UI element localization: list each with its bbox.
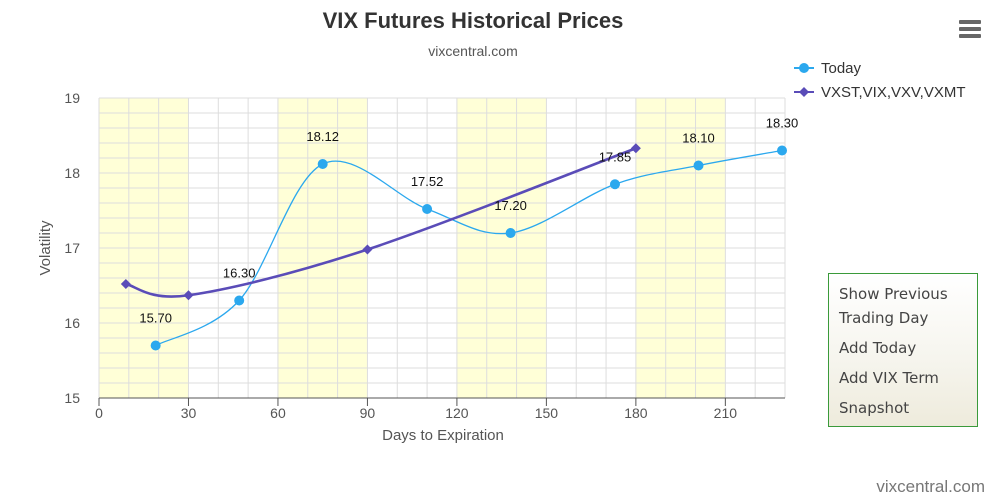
data-point[interactable] [777,145,788,156]
y-tick-label: 18 [64,165,80,181]
x-axis-title: Days to Expiration [382,427,504,444]
data-point[interactable] [120,279,131,289]
x-tick-label: 30 [181,405,197,421]
x-tick-label: 180 [624,405,648,421]
data-point[interactable] [693,160,704,171]
data-point[interactable] [505,228,516,238]
data-label: 17.52 [411,174,444,189]
data-point[interactable] [150,340,161,351]
menu-item-snapshot[interactable]: Snapshot [839,399,910,417]
context-menu: Show Previous Trading Day Add Today Add … [828,273,978,427]
hamburger-menu-icon[interactable] [955,16,985,42]
menu-item-label-line1: Show Previous [839,285,948,303]
data-point[interactable] [609,179,620,190]
data-point[interactable] [234,295,245,306]
legend-item-term[interactable]: VXST,VIX,VXV,VXMT [794,84,966,101]
series-layer [120,143,788,351]
menu-item-show-previous-trading-day[interactable]: Show Previous Trading Day [829,282,977,330]
x-tick-label: 150 [535,405,559,421]
legend-label-term: VXST,VIX,VXV,VXMT [821,84,966,101]
data-label: 15.70 [139,311,172,326]
axes [98,397,785,406]
legend-label-today: Today [821,60,862,77]
data-label: 18.30 [766,116,799,131]
y-tick-label: 19 [64,90,80,106]
x-tick-label: 210 [714,405,738,421]
data-point[interactable] [362,244,373,255]
x-tick-label: 120 [445,405,469,421]
data-point[interactable] [183,290,194,301]
data-point[interactable] [317,159,328,169]
credit-text[interactable]: vixcentral.com [876,477,985,496]
data-point[interactable] [630,143,641,154]
data-label: 17.85 [599,149,632,164]
series-line-1 [125,147,637,298]
data-point[interactable] [422,204,433,214]
chart-subtitle: vixcentral.com [428,43,517,59]
data-label: 18.12 [306,129,339,144]
data-labels: 15.70 16.30 18.12 17.52 17.20 17.85 18.10 18.30 [139,116,798,326]
data-label: 17.20 [494,198,527,213]
chart-title: VIX Futures Historical Prices [323,8,624,33]
x-tick-label: 90 [360,405,376,421]
x-tick-labels: 0 30 60 90 120 150 180 210 [95,405,737,421]
menu-item-add-today[interactable]: Add Today [839,339,917,357]
y-tick-label: 16 [64,315,80,331]
menu-item-label-line2: Trading Day [839,309,929,327]
x-tick-label: 0 [95,405,103,421]
y-tick-label: 15 [64,390,80,406]
y-axis-title: Volatility [37,220,54,276]
y-tick-label: 17 [64,240,80,256]
x-tick-label: 60 [270,405,286,421]
legend-item-today[interactable]: Today [794,60,862,77]
data-label: 18.10 [682,131,715,146]
menu-item-add-vix-term[interactable]: Add VIX Term [839,369,939,387]
legend: Today VXST,VIX,VXV,VXMT [794,60,966,101]
grid [98,97,786,399]
data-label: 16.30 [223,266,256,281]
y-tick-labels: 15 16 17 18 19 [64,90,80,406]
